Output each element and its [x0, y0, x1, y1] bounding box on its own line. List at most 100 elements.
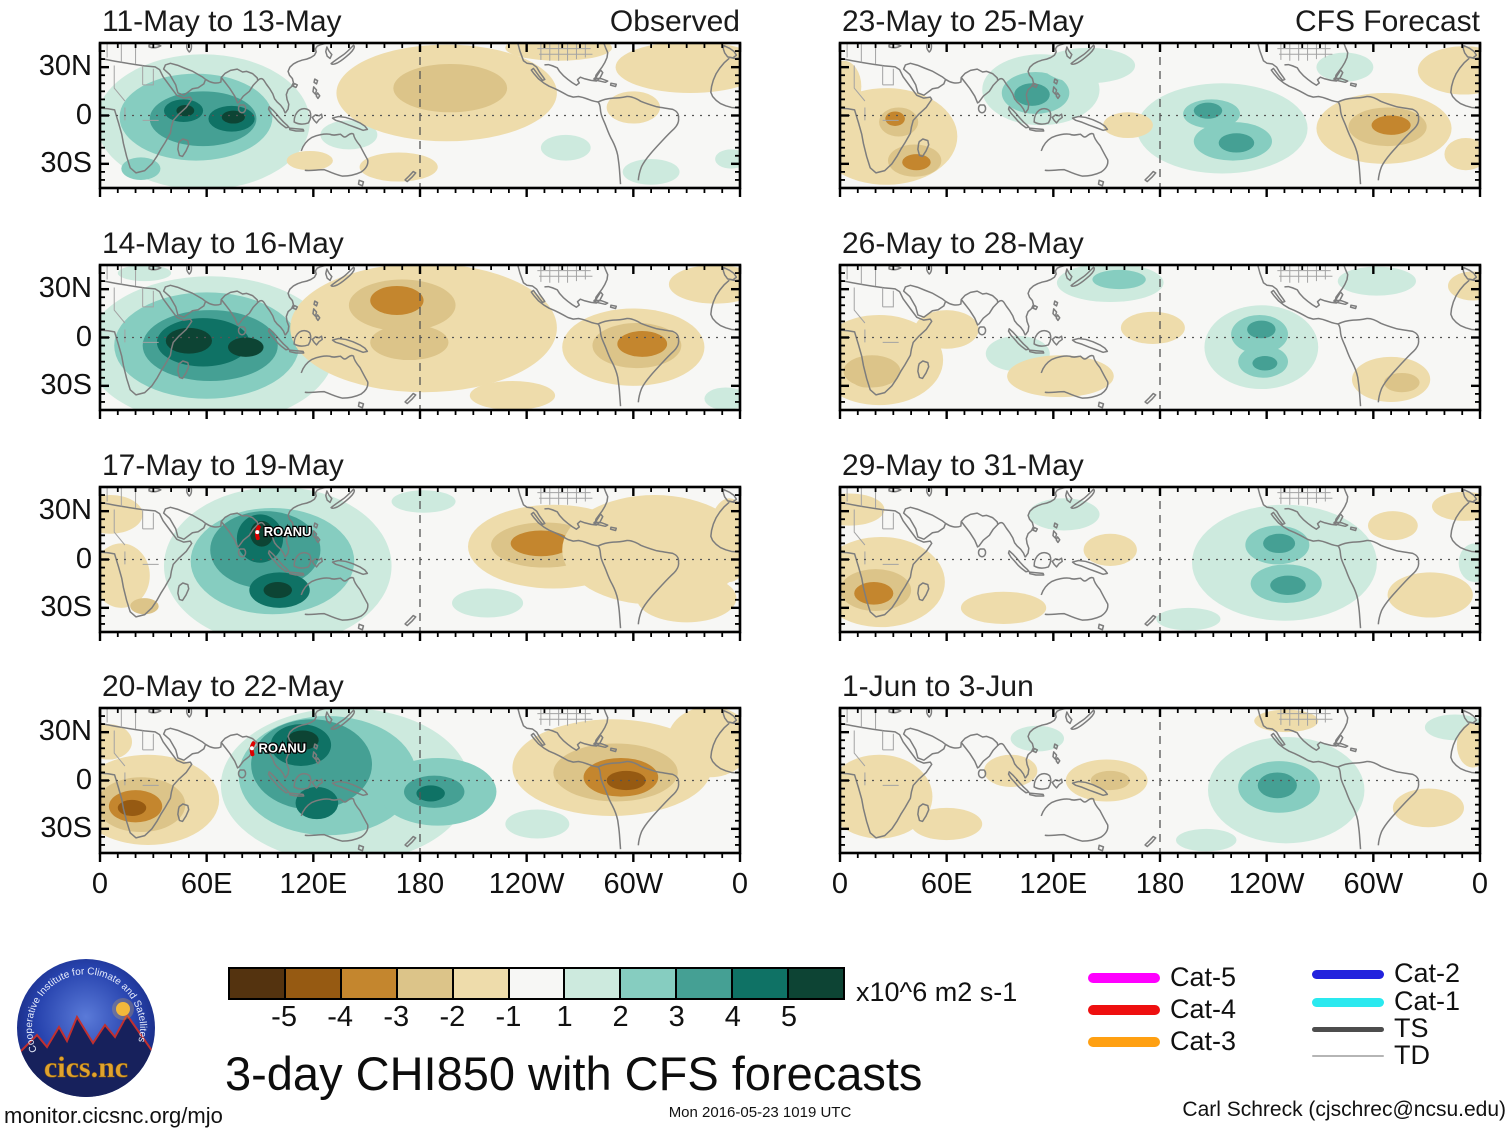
- y-axis-label: 0: [75, 763, 92, 796]
- colorbar-tick-label: 5: [780, 1001, 797, 1033]
- panel-title: 14-May to 16-May: [102, 227, 344, 260]
- legend-label: TS: [1394, 1013, 1429, 1043]
- x-axis-label: 180: [1135, 868, 1185, 900]
- storm-label: ROANU: [258, 740, 306, 755]
- coastlines: [840, 43, 1480, 186]
- x-axis-label: 120E: [279, 868, 348, 900]
- logo-mountains: [17, 998, 155, 1097]
- main-title: 3-day CHI850 with CFS forecasts: [225, 1047, 923, 1100]
- y-axis-label: 30N: [38, 50, 92, 83]
- y-axis-label: 30S: [40, 368, 92, 401]
- colorbar-tick-label: 4: [724, 1001, 741, 1033]
- x-axis-label: 120E: [1019, 868, 1088, 900]
- x-axis-label: 0: [831, 868, 849, 900]
- map-panel-2: ROANU: [98, 485, 742, 641]
- coastlines: [100, 43, 740, 186]
- map-panel-7: [838, 706, 1482, 862]
- legend-label: Cat-2: [1394, 958, 1461, 988]
- y-axis-label: 30S: [40, 590, 92, 623]
- panel-title: 20-May to 22-May: [102, 670, 344, 703]
- logo-name: cics.nc: [44, 1051, 128, 1084]
- logo-sun: [116, 1002, 130, 1016]
- legend-line-td: [1312, 1055, 1384, 1057]
- map-panel-3: ROANU: [98, 706, 742, 862]
- anomaly-blobs: [100, 708, 740, 853]
- legend-label: Cat-1: [1394, 986, 1461, 1016]
- panel-title: 23-May to 25-May: [842, 5, 1084, 38]
- colorbar-tick-label: 2: [612, 1001, 629, 1033]
- colorbar-tick-label: 3: [668, 1001, 685, 1033]
- colorbar-tick-label: -1: [495, 1001, 522, 1033]
- colorbar-tick-label: -4: [327, 1001, 354, 1033]
- x-axis-label: 0: [1471, 868, 1489, 900]
- x-axis-label: 60E: [920, 868, 973, 900]
- map-panel-6: [838, 485, 1482, 641]
- footer-author: Carl Schreck (cjschrec@ncsu.edu): [1182, 1098, 1506, 1121]
- anomaly-blobs: [840, 709, 1480, 852]
- map-panel-5: [838, 263, 1482, 419]
- map-panel-0: [98, 41, 742, 197]
- legend-label: Cat-3: [1170, 1026, 1237, 1056]
- coastlines: [100, 708, 740, 851]
- legend-line-cat-1: [1312, 997, 1384, 1007]
- storm-label: ROANU: [264, 524, 312, 539]
- legend-line-cat-5: [1088, 973, 1160, 983]
- colorbar-segment: [283, 969, 340, 998]
- coastlines: [840, 708, 1480, 851]
- legend-line-cat-2: [1312, 969, 1384, 979]
- panel-title: 29-May to 31-May: [842, 449, 1084, 482]
- colorbar-segment: [675, 969, 732, 998]
- colorbar-segment: [731, 969, 788, 998]
- x-axis-label: 0: [91, 868, 109, 900]
- y-axis-label: 30N: [38, 494, 92, 527]
- colorbar-segment: [451, 969, 508, 998]
- column-header: CFS Forecast: [1294, 5, 1480, 38]
- colorbar-tick-label: 1: [556, 1001, 573, 1033]
- storm-track-roanu: ROANU: [249, 739, 307, 757]
- footer-timestamp: Mon 2016-05-23 1019 UTC: [668, 1104, 852, 1121]
- panel-title: 26-May to 28-May: [842, 227, 1084, 260]
- footer-url: monitor.cicsnc.org/mjo: [4, 1103, 223, 1128]
- x-axis-label: 0: [731, 868, 749, 900]
- y-axis-label: 0: [75, 320, 92, 353]
- x-axis-label: 180: [395, 868, 445, 900]
- colorbar-units: x10^6 m2 s-1: [856, 977, 1018, 1007]
- legend-label: Cat-4: [1170, 994, 1237, 1024]
- panel-title: 1-Jun to 3-Jun: [842, 670, 1034, 703]
- colorbar-segment: [563, 969, 620, 998]
- colorbar-tick-label: -3: [383, 1001, 410, 1033]
- y-axis-label: 30N: [38, 272, 92, 305]
- coastlines: [840, 265, 1480, 408]
- coastlines: [100, 487, 740, 630]
- panel-title: 17-May to 19-May: [102, 449, 344, 482]
- legend-line-cat-4: [1088, 1005, 1160, 1015]
- map-panel-4: [838, 41, 1482, 197]
- anomaly-blobs: [100, 43, 740, 188]
- x-axis-label: 60W: [1343, 868, 1404, 900]
- column-header: Observed: [609, 5, 740, 38]
- y-axis-label: 30S: [40, 811, 92, 844]
- anomaly-blobs: [840, 491, 1480, 631]
- legend-line-cat-3: [1088, 1037, 1160, 1047]
- map-panel-1: [98, 263, 742, 419]
- colorbar-segment: [787, 969, 843, 998]
- y-axis-label: 0: [75, 542, 92, 575]
- legend-label: TD: [1394, 1040, 1430, 1070]
- colorbar: [228, 967, 845, 1000]
- x-axis-label: 120W: [1228, 868, 1305, 900]
- x-axis-label: 60W: [603, 868, 664, 900]
- y-axis-label: 30N: [38, 715, 92, 748]
- y-axis-label: 30S: [40, 146, 92, 179]
- coastlines: [100, 265, 740, 408]
- legend-label: Cat-5: [1170, 962, 1237, 992]
- colorbar-segment: [339, 969, 396, 998]
- colorbar-segment: [395, 969, 452, 998]
- x-axis-label: 120W: [488, 868, 565, 900]
- colorbar-tick-label: -2: [439, 1001, 466, 1033]
- x-axis-label: 60E: [180, 868, 233, 900]
- colorbar-segment: [230, 969, 284, 998]
- storm-track-roanu: ROANU: [254, 523, 313, 540]
- y-axis-label: 0: [75, 98, 92, 131]
- colorbar-tick-label: -5: [271, 1001, 297, 1033]
